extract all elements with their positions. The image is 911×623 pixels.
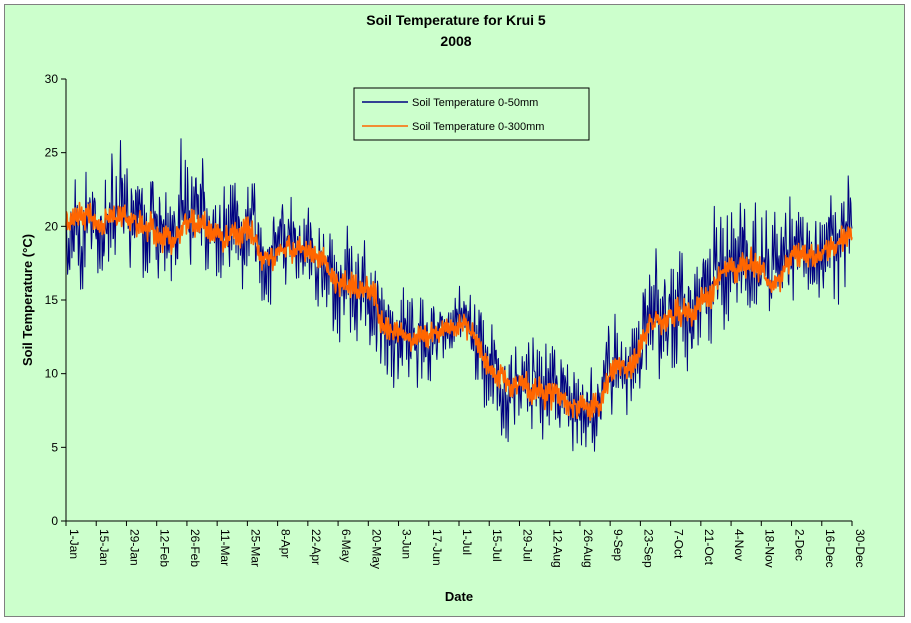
x-tick-label: 29-Jul [520, 529, 534, 562]
x-tick-label: 2-Dec [793, 529, 807, 561]
legend-label-0-300mm: Soil Temperature 0-300mm [412, 121, 544, 133]
series-line-0-300mm [65, 201, 853, 421]
x-tick-label: 15-Jul [490, 529, 504, 562]
y-axis-title: Soil Temperature (°C) [20, 234, 35, 366]
y-tick-label: 25 [45, 146, 59, 160]
x-tick-label: 18-Nov [762, 529, 776, 568]
x-tick-label: 25-Mar [248, 529, 262, 567]
series-line-0-50mm [65, 138, 853, 452]
x-tick-label: 16-Dec [823, 529, 837, 568]
legend-label-0-50mm: Soil Temperature 0-50mm [412, 97, 538, 109]
x-tick-label: 3-Jun [400, 529, 414, 559]
y-tick-label: 5 [51, 440, 58, 454]
x-tick-label: 30-Dec [853, 529, 867, 568]
x-tick-label: 7-Oct [672, 529, 686, 559]
x-tick-label: 1-Jan [67, 529, 81, 559]
y-tick-label: 10 [45, 367, 59, 381]
x-tick-label: 4-Nov [732, 529, 746, 561]
x-tick-label: 26-Aug [581, 529, 595, 568]
x-tick-label: 23-Sep [641, 529, 655, 568]
x-tick-label: 15-Jan [97, 529, 111, 566]
legend: Soil Temperature 0-50mm Soil Temperature… [353, 87, 590, 141]
x-tick-label: 26-Feb [188, 529, 202, 567]
y-tick-label: 30 [45, 72, 59, 86]
x-tick-label: 22-Apr [309, 529, 323, 565]
y-tick-label: 0 [51, 514, 58, 528]
x-tick-label: 9-Sep [611, 529, 625, 561]
x-tick-label: 21-Oct [702, 529, 716, 566]
x-axis-title: Date [445, 589, 473, 604]
y-tick-label: 15 [45, 293, 59, 307]
chart-subtitle: 2008 [440, 33, 471, 49]
x-tick-label: 17-Jun [430, 529, 444, 566]
x-tick-label: 12-Aug [551, 529, 565, 568]
x-tick-label: 29-Jan [127, 529, 141, 566]
y-tick-label: 20 [45, 219, 59, 233]
x-tick-label: 12-Feb [158, 529, 172, 567]
x-tick-label: 11-Mar [218, 529, 232, 566]
chart-title: Soil Temperature for Krui 5 [366, 12, 546, 28]
legend-box [353, 87, 590, 141]
x-tick-label: 20-May [369, 529, 383, 569]
x-tick-label: 8-Apr [279, 529, 293, 558]
x-tick-label: 6-May [339, 529, 353, 562]
plot-area [65, 79, 853, 521]
x-tick-label: 1-Jul [460, 529, 474, 555]
